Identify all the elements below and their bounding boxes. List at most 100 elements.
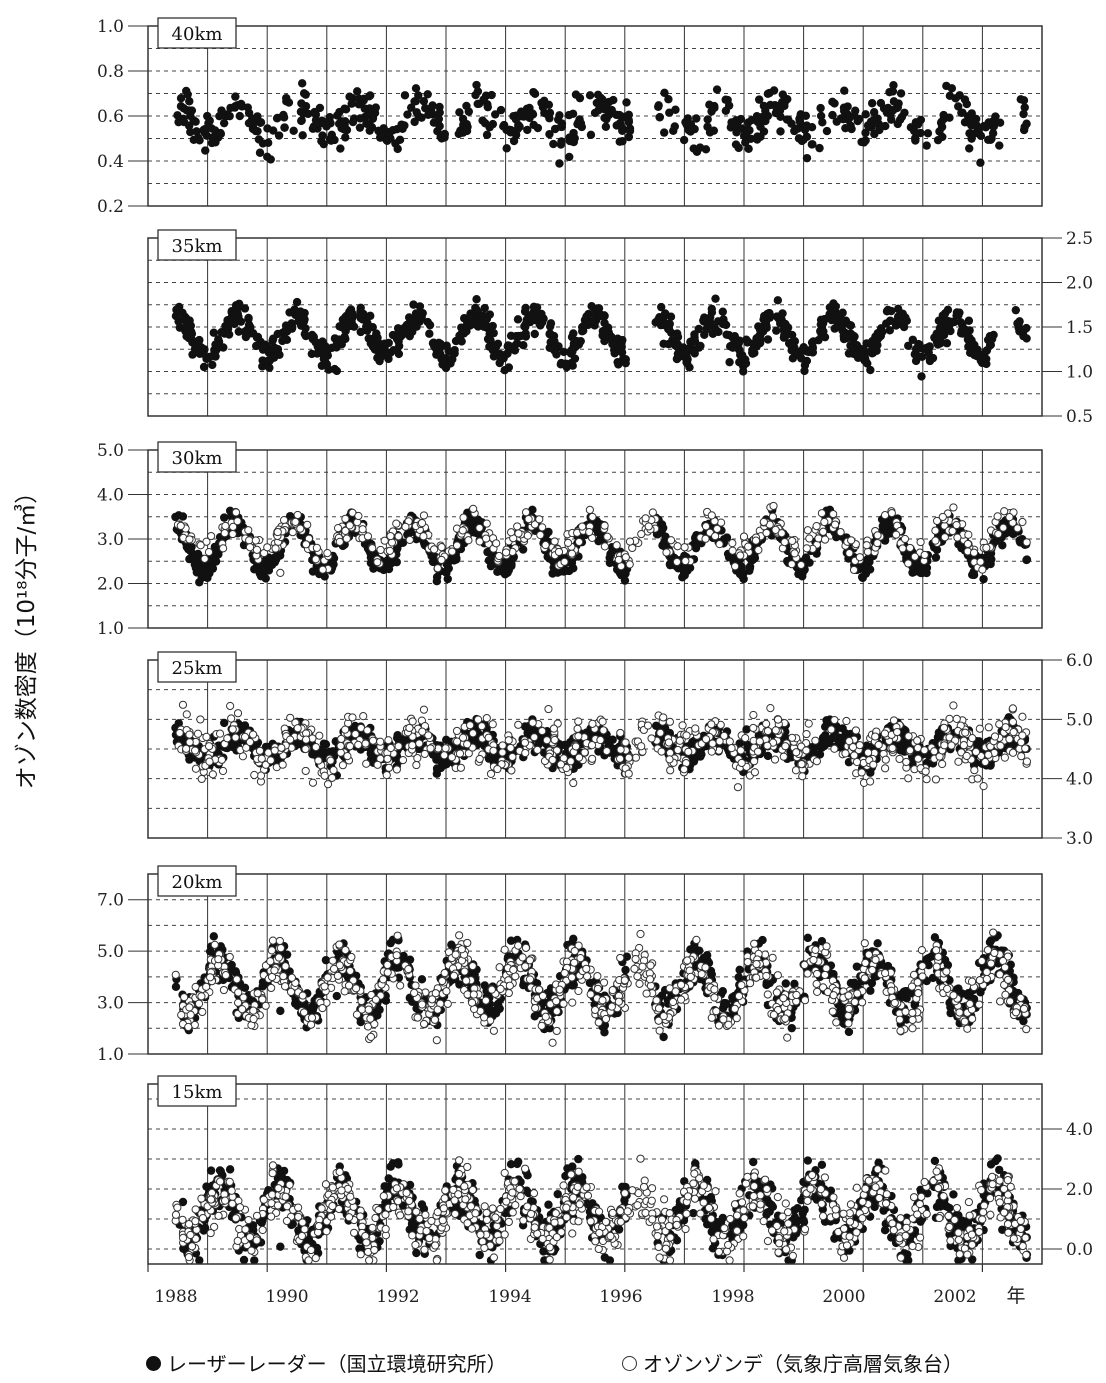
data-point — [718, 307, 728, 316]
data-point — [582, 312, 591, 321]
y-tick-label: 3.0 — [1066, 829, 1093, 849]
data-point — [498, 748, 507, 757]
data-point — [679, 568, 689, 577]
data-point — [771, 525, 780, 534]
data-point — [585, 505, 594, 514]
data-point — [487, 90, 496, 100]
data-point — [654, 315, 663, 324]
data-point — [942, 324, 952, 333]
data-point — [371, 103, 380, 112]
data-point — [536, 530, 545, 540]
data-point — [609, 95, 618, 105]
data-point — [963, 539, 972, 549]
data-point — [345, 521, 354, 530]
data-point — [178, 700, 188, 709]
data-point — [370, 345, 380, 354]
data-point — [495, 551, 504, 561]
data-point — [617, 123, 627, 132]
data-point — [263, 138, 273, 148]
data-point — [861, 128, 870, 137]
data-point — [972, 120, 981, 130]
data-point — [264, 348, 274, 357]
data-point — [617, 342, 626, 352]
data-point — [301, 324, 310, 333]
data-point — [434, 346, 444, 356]
data-point — [1018, 517, 1027, 527]
data-point — [578, 522, 587, 531]
data-point — [916, 128, 925, 138]
data-point — [341, 514, 350, 523]
data-point — [664, 339, 673, 349]
data-point — [987, 134, 996, 143]
data-point — [517, 107, 526, 116]
data-point — [782, 115, 792, 124]
data-point — [631, 753, 641, 762]
data-point — [712, 85, 722, 94]
data-point — [709, 126, 719, 135]
data-point — [336, 144, 345, 153]
data-point — [873, 538, 882, 548]
data-point — [605, 558, 615, 568]
data-point — [358, 95, 368, 105]
data-point — [496, 355, 506, 364]
data-point — [975, 350, 985, 359]
data-point — [865, 565, 875, 574]
data-point — [968, 570, 977, 580]
data-point — [771, 108, 781, 118]
data-point — [982, 543, 991, 552]
data-point — [425, 320, 435, 330]
data-point — [358, 525, 367, 534]
data-point — [545, 322, 555, 331]
data-point — [776, 127, 785, 136]
data-point — [703, 122, 712, 131]
data-point — [788, 536, 797, 546]
data-point — [276, 568, 285, 577]
data-point — [940, 533, 949, 542]
data-point — [614, 555, 623, 564]
data-point — [256, 771, 266, 780]
data-point — [666, 766, 675, 775]
data-point — [1022, 323, 1031, 333]
data-point — [749, 339, 759, 348]
data-point — [943, 305, 953, 314]
y-tick-label: 1.0 — [97, 17, 124, 37]
data-point — [220, 718, 229, 728]
data-point — [601, 100, 610, 110]
data-point — [573, 724, 582, 733]
data-point — [549, 139, 558, 149]
data-point — [513, 124, 523, 134]
data-point — [406, 103, 416, 112]
data-point — [458, 325, 468, 335]
panel-label: 40km — [172, 24, 223, 45]
data-point — [171, 311, 181, 321]
data-point — [388, 126, 398, 135]
data-point — [1013, 319, 1022, 328]
data-point — [299, 314, 308, 323]
data-point — [311, 115, 321, 125]
data-point — [728, 546, 737, 555]
data-point — [840, 86, 849, 95]
data-point — [291, 517, 300, 526]
data-point — [219, 118, 229, 128]
data-point — [780, 537, 789, 547]
data-point — [733, 783, 743, 792]
data-point — [192, 127, 201, 136]
data-point — [898, 544, 907, 553]
data-point — [287, 324, 297, 333]
data-point — [183, 90, 192, 99]
data-point — [752, 135, 762, 144]
data-point — [616, 728, 625, 738]
data-point — [185, 535, 194, 544]
data-point — [235, 111, 244, 121]
data-point — [282, 97, 291, 106]
data-point — [830, 715, 839, 725]
data-point — [473, 87, 483, 96]
data-point — [301, 331, 311, 341]
data-point — [962, 99, 972, 109]
data-point — [299, 109, 308, 118]
data-point — [186, 127, 195, 137]
data-point — [452, 541, 462, 550]
data-point — [207, 531, 216, 541]
data-point — [482, 519, 491, 528]
data-point — [234, 327, 243, 336]
